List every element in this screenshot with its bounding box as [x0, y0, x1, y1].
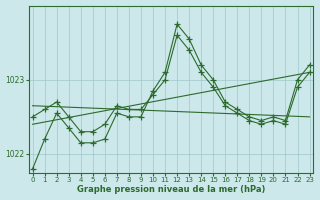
X-axis label: Graphe pression niveau de la mer (hPa): Graphe pression niveau de la mer (hPa)	[77, 185, 265, 194]
